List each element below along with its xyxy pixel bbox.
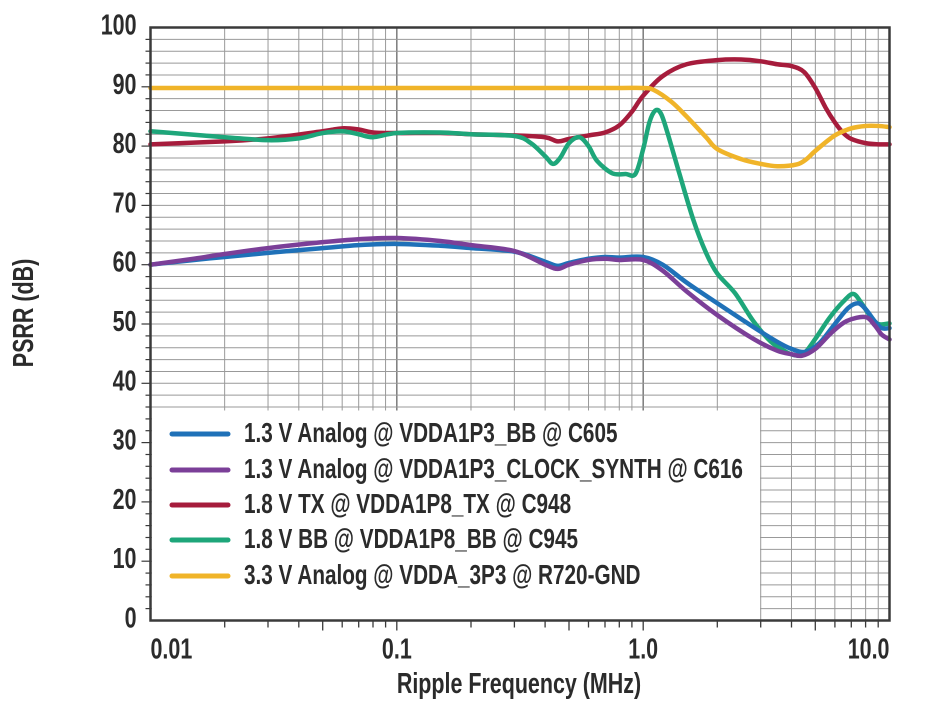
svg-text:1.3 V Analog @ VDDA1P3_CLOCK_S: 1.3 V Analog @ VDDA1P3_CLOCK_SYNTH @ C61…	[244, 454, 743, 485]
svg-text:3.3 V Analog @ VDDA_3P3 @ R720: 3.3 V Analog @ VDDA_3P3 @ R720-GND	[244, 560, 641, 591]
svg-text:70: 70	[113, 187, 137, 219]
svg-text:1.8 V BB @ VDDA1P8_BB @ C945: 1.8 V BB @ VDDA1P8_BB @ C945	[244, 524, 578, 555]
svg-text:10.0: 10.0	[848, 633, 890, 665]
svg-text:0.01: 0.01	[151, 633, 193, 665]
svg-text:1.0: 1.0	[628, 633, 658, 665]
svg-text:10: 10	[113, 543, 137, 575]
svg-text:100: 100	[101, 9, 137, 41]
svg-text:50: 50	[113, 306, 137, 338]
svg-text:0.1: 0.1	[382, 633, 412, 665]
svg-text:Ripple Frequency (MHz): Ripple Frequency (MHz)	[397, 668, 641, 700]
svg-text:20: 20	[113, 484, 137, 516]
svg-text:30: 30	[113, 425, 137, 457]
svg-text:1.3 V Analog @ VDDA1P3_BB @ C6: 1.3 V Analog @ VDDA1P3_BB @ C605	[244, 418, 618, 449]
svg-text:90: 90	[113, 69, 137, 101]
svg-text:80: 80	[113, 128, 137, 160]
svg-text:1.8 V TX @ VDDA1P8_TX @ C948: 1.8 V TX @ VDDA1P8_TX @ C948	[244, 489, 571, 520]
svg-text:PSRR (dB): PSRR (dB)	[8, 259, 40, 367]
svg-text:40: 40	[113, 365, 137, 397]
svg-text:60: 60	[113, 247, 137, 279]
svg-text:0: 0	[125, 602, 137, 634]
